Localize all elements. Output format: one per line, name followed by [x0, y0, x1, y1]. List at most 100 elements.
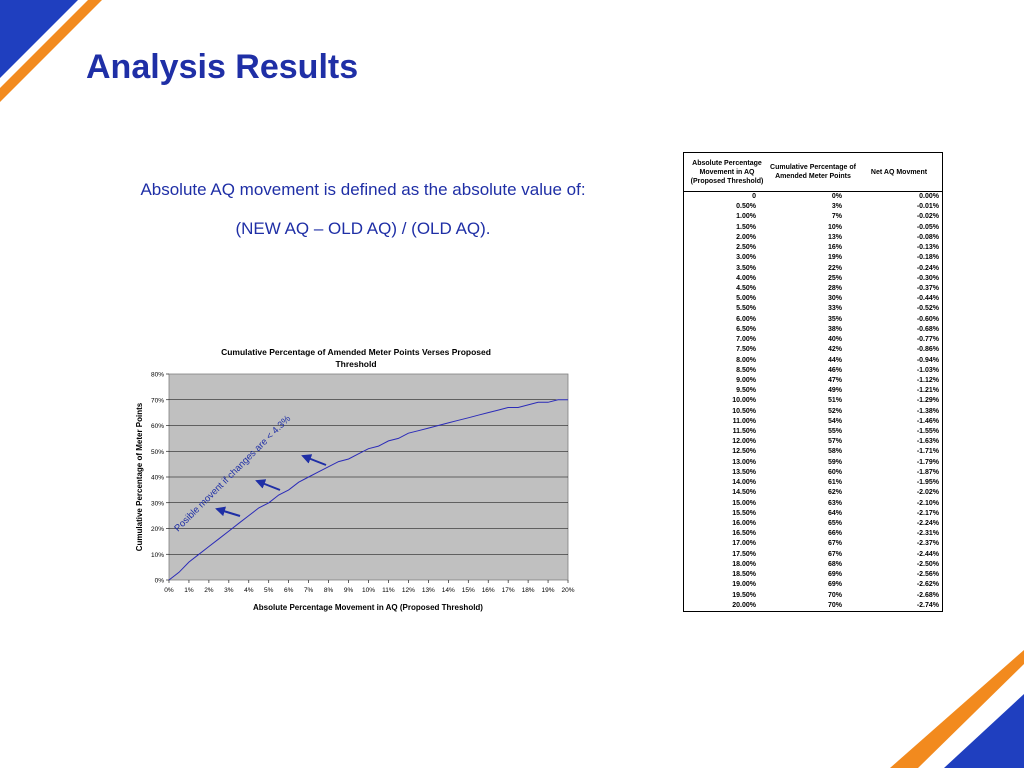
threshold-cell: 10.50% [732, 407, 756, 415]
series-line [168, 399, 568, 581]
x-tick-label: 9% [344, 587, 354, 594]
cumulative-cell: 30% [827, 295, 842, 303]
threshold-cell: 4.50% [736, 284, 756, 292]
chart-title-line-2: Threshold [335, 359, 376, 369]
chart-title-line-1: Cumulative Percentage of Amended Meter P… [221, 347, 491, 357]
y-tick-label: 10% [151, 552, 164, 559]
y-tick-label: 50% [151, 449, 164, 456]
chart-plot-area [166, 373, 569, 583]
table-row: 11.50% 55% -1.55% [684, 427, 942, 437]
net-aq-cell: -2.24% [916, 520, 939, 527]
chart-tick-labels: 0% 10% 20% 30% 40% 50% 60% 70% 80% 0% 1% 2% 3% 4% 5% 6%… [151, 372, 575, 595]
threshold-cell: 8.00% [736, 356, 756, 364]
threshold-cell: 16.00% [732, 520, 756, 527]
threshold-cell: 18.00% [732, 560, 756, 568]
threshold-cell: 3.00% [736, 254, 756, 262]
net-aq-cell: -1.38% [916, 407, 939, 415]
net-aq-cell: -2.50% [916, 560, 939, 568]
cumulative-cell: 59% [827, 458, 842, 466]
cumulative-cell: 55% [827, 428, 842, 436]
cumulative-cell: 60% [827, 468, 842, 476]
x-tick-label: 19% [542, 587, 555, 594]
net-aq-cell: -0.18% [916, 254, 939, 262]
cumulative-cell: 28% [827, 284, 842, 292]
table-row: 19.50% 70% -2.68% [684, 591, 942, 601]
cumulative-cell: 69% [827, 571, 842, 579]
threshold-cell: 5.00% [736, 295, 756, 303]
threshold-cell: 1.50% [736, 223, 756, 231]
cumulative-cell: 65% [827, 520, 842, 527]
table-body: 0 0% 0.00% 0.50% 3% -0.01% 1.00% 7% -0.02% 1.50% 1… [684, 192, 942, 611]
intro-text: Absolute AQ movement is defined as the a… [88, 170, 638, 248]
net-aq-cell: -2.31% [916, 530, 939, 538]
table-row: 8.00% 44% -0.94% [684, 356, 942, 366]
table-row: 6.00% 35% -0.60% [684, 315, 942, 325]
net-aq-cell: -0.60% [916, 315, 939, 323]
intro-line-1: Absolute AQ movement is defined as the a… [140, 180, 586, 199]
net-aq-cell: -2.74% [916, 601, 939, 609]
header-cumulative: Cumulative Percentage of Amended Meter P… [770, 164, 856, 180]
header-net-aq: Net AQ Movment [870, 168, 928, 176]
cumulative-cell: 62% [827, 489, 842, 497]
x-tick-label: 12% [402, 587, 415, 594]
net-aq-cell: -0.01% [916, 203, 939, 211]
net-aq-cell: -0.37% [916, 284, 939, 292]
table-row: 15.50% 64% -2.17% [684, 509, 942, 519]
threshold-cell: 3.50% [736, 264, 756, 272]
chart-x-axis-label: Absolute Percentage Movement in AQ (Prop… [253, 603, 483, 612]
threshold-cell: 0 [752, 193, 756, 200]
threshold-cell: 1.00% [736, 213, 756, 221]
cumulative-cell: 10% [827, 223, 842, 231]
threshold-cell: 15.00% [732, 499, 756, 507]
cumulative-cell: 42% [827, 346, 842, 354]
net-aq-cell: -0.13% [916, 244, 939, 252]
threshold-cell: 7.50% [736, 346, 756, 354]
threshold-cell: 10.00% [732, 397, 756, 405]
net-aq-cell: -2.02% [916, 489, 939, 497]
net-aq-cell: -1.21% [916, 387, 939, 395]
x-tick-label: 4% [244, 587, 254, 594]
threshold-cell: 18.50% [732, 571, 756, 579]
net-aq-cell: -1.63% [916, 438, 939, 446]
net-aq-cell: -0.86% [916, 346, 939, 354]
net-aq-cell: -1.87% [916, 468, 939, 476]
net-aq-cell: -2.68% [916, 591, 939, 599]
cumulative-cell: 58% [827, 448, 842, 456]
table-row: 2.50% 16% -0.13% [684, 243, 942, 253]
table-row: 0 0% 0.00% [684, 192, 942, 202]
net-aq-cell: -1.55% [916, 428, 939, 436]
y-tick-label: 30% [151, 500, 164, 507]
net-aq-cell: -1.95% [916, 479, 939, 487]
cumulative-cell: 16% [827, 244, 842, 252]
table-row: 10.00% 51% -1.29% [684, 396, 942, 406]
threshold-cell: 17.50% [732, 550, 756, 558]
cumulative-cell: 47% [827, 376, 842, 384]
cumulative-cell: 22% [827, 264, 842, 272]
cumulative-cell: 13% [827, 233, 842, 241]
cumulative-cell: 25% [827, 274, 842, 282]
x-tick-label: 20% [561, 587, 574, 594]
top-left-orange-stripe [0, 0, 102, 102]
cumulative-cell: 70% [827, 601, 842, 609]
cumulative-cell: 3% [831, 203, 842, 211]
threshold-table: Absolute Percentage Movement in AQ (Prop… [683, 152, 943, 612]
cumulative-cell: 70% [827, 591, 842, 599]
table-row: 7.00% 40% -0.77% [684, 335, 942, 345]
threshold-cell: 12.00% [732, 438, 756, 446]
cumulative-cell: 40% [827, 336, 842, 344]
threshold-cell: 17.00% [732, 540, 756, 548]
cumulative-cell: 51% [827, 397, 842, 405]
table-row: 20.00% 70% -2.74% [684, 601, 942, 611]
annotation-arrow [215, 506, 241, 517]
cumulative-cell: 57% [827, 438, 842, 446]
threshold-cell: 14.00% [732, 479, 756, 487]
net-aq-cell: 0.00% [919, 193, 939, 200]
threshold-cell: 6.00% [736, 315, 756, 323]
table-row: 17.00% 67% -2.37% [684, 539, 942, 549]
x-tick-label: 1% [184, 587, 194, 594]
net-aq-cell: -2.56% [916, 571, 939, 579]
y-tick-label: 70% [151, 397, 164, 404]
page-title: Analysis Results [86, 48, 359, 86]
x-tick-label: 17% [502, 587, 515, 594]
table-row: 18.50% 69% -2.56% [684, 570, 942, 580]
